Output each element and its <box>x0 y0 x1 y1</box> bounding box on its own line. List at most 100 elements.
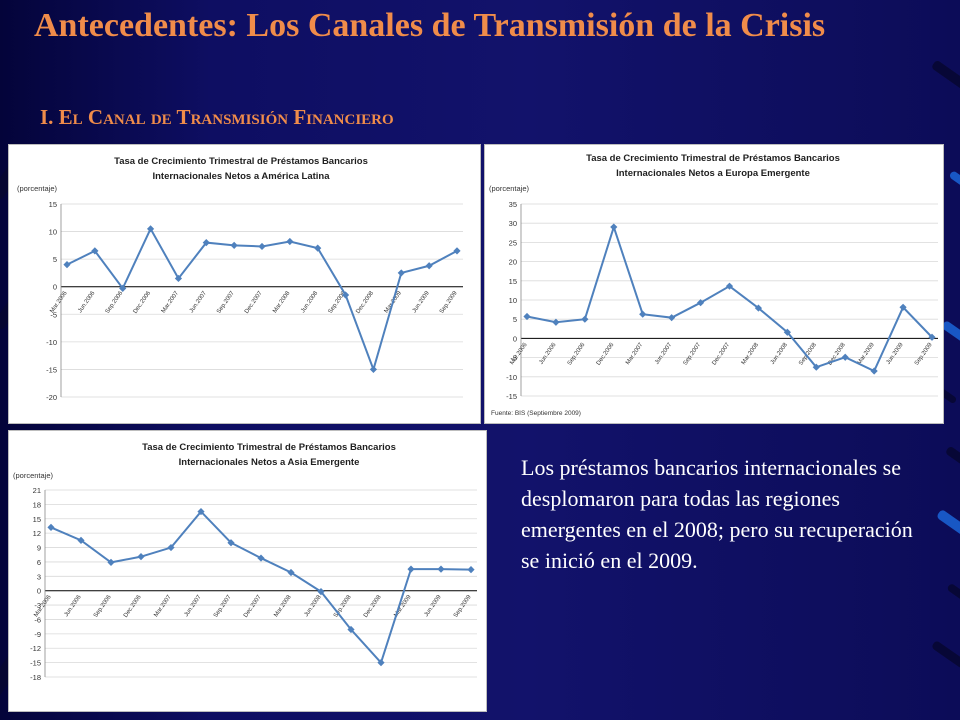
x-tick-label: Jun.2006 <box>538 342 557 366</box>
x-tick-label: Mar.2008 <box>273 594 293 618</box>
body-text: Los préstamos bancarios internacionales … <box>521 455 913 573</box>
x-tick-label: Mar.2007 <box>153 594 173 618</box>
y-tick-label: 15 <box>33 515 41 524</box>
x-tick-label: Dec.2008 <box>363 594 383 619</box>
y-tick-label: 20 <box>509 258 517 267</box>
data-point <box>227 539 235 547</box>
x-tick-label: Sep.2007 <box>683 342 703 367</box>
chart-panel-america-latina: Tasa de Crecimiento Trimestral de Présta… <box>8 144 481 424</box>
data-point <box>610 223 618 231</box>
chart-europa-emergente: Tasa de Crecimiento Trimestral de Présta… <box>489 153 938 417</box>
data-point <box>137 553 145 561</box>
y-tick-label: -9 <box>34 630 41 639</box>
y-tick-label: 15 <box>49 200 57 209</box>
x-tick-label: Jun.2009 <box>412 290 431 314</box>
y-tick-label: -15 <box>30 659 41 668</box>
chart-asia-emergente: Tasa de Crecimiento Trimestral de Présta… <box>13 442 477 682</box>
y-tick-label: 5 <box>53 255 57 264</box>
x-tick-label: Dec.2006 <box>123 594 143 619</box>
data-point <box>258 242 266 251</box>
x-tick-label: Jun.2006 <box>77 290 96 314</box>
y-tick-label: 21 <box>33 486 41 495</box>
data-point <box>167 543 175 552</box>
data-point <box>369 365 378 374</box>
y-tick-label: -10 <box>46 338 57 347</box>
x-tick-label: Jun.2007 <box>184 594 203 618</box>
y-tick-label: -6 <box>34 615 41 624</box>
chart-title-line: Tasa de Crecimiento Trimestral de Présta… <box>142 442 396 453</box>
data-point <box>257 554 265 562</box>
data-point <box>314 244 322 252</box>
x-tick-label: Mar.2006 <box>49 290 69 314</box>
data-point <box>812 363 820 371</box>
y-tick-label: 0 <box>37 587 41 596</box>
y-axis-label: (porcentaje) <box>17 184 58 193</box>
x-tick-label: Jun.2009 <box>424 594 443 618</box>
data-point <box>91 247 99 255</box>
data-point <box>841 353 849 361</box>
x-tick-label: Sep.2009 <box>453 594 473 619</box>
x-tick-label: Sep.2006 <box>567 342 587 367</box>
x-tick-label: Sep.2008 <box>333 594 353 619</box>
y-tick-label: 10 <box>49 228 57 237</box>
chart-title-line: Tasa de Crecimiento Trimestral de Présta… <box>586 153 840 164</box>
y-tick-label: 0 <box>53 283 57 292</box>
x-tick-label: Jun.2008 <box>300 290 319 314</box>
data-point <box>397 269 405 277</box>
x-tick-label: Dec.2006 <box>133 290 153 315</box>
y-tick-label: 0 <box>513 334 517 343</box>
data-point <box>639 310 647 318</box>
data-point <box>668 314 676 322</box>
y-tick-label: -5 <box>50 310 57 319</box>
x-tick-label: Dec.2007 <box>711 342 731 367</box>
x-tick-label: Sep.2006 <box>93 594 113 619</box>
x-tick-label: Mar.2007 <box>625 342 645 366</box>
x-tick-label: Dec.2008 <box>355 290 375 315</box>
y-tick-label: 30 <box>509 219 517 228</box>
x-tick-label: Sep.2007 <box>213 594 233 619</box>
x-tick-label: Mar.2008 <box>741 342 761 366</box>
data-point <box>453 247 461 255</box>
y-tick-label: 25 <box>509 238 517 247</box>
x-tick-label: Dec.2007 <box>244 290 264 315</box>
series-line <box>50 510 472 665</box>
data-point <box>870 367 878 375</box>
slide-subtitle: I. El Canal de Transmisión Financiero <box>40 105 394 129</box>
x-tick-label: Jun.2009 <box>886 342 905 366</box>
x-tick-label: Jun.2008 <box>304 594 323 618</box>
y-axis-label: (porcentaje) <box>13 471 54 480</box>
chart-title-line: Tasa de Crecimiento Trimestral de Présta… <box>114 156 368 167</box>
data-point <box>286 237 294 246</box>
data-point <box>899 303 907 311</box>
x-tick-label: Jun.2006 <box>64 594 83 618</box>
y-axis-label: (porcentaje) <box>489 184 530 193</box>
x-tick-label: Sep.2007 <box>216 290 236 315</box>
y-tick-label: 35 <box>509 200 517 209</box>
chart-title-line: Internacionales Netos a Asia Emergente <box>179 457 360 468</box>
x-tick-label: Mar.2008 <box>272 290 292 314</box>
data-point <box>754 304 763 312</box>
data-point <box>63 261 71 269</box>
x-tick-label: Jun.2007 <box>654 342 673 366</box>
data-point <box>425 262 433 270</box>
y-tick-label: -3 <box>34 601 41 610</box>
data-point <box>287 568 295 577</box>
y-tick-label: 3 <box>37 572 41 581</box>
data-point <box>230 241 238 249</box>
x-tick-label: Sep.2008 <box>798 342 818 367</box>
data-point <box>581 315 589 323</box>
data-point <box>783 328 791 336</box>
data-point <box>467 565 475 574</box>
chart-panel-asia-emergente: Tasa de Crecimiento Trimestral de Présta… <box>8 430 487 712</box>
data-point <box>407 565 415 573</box>
y-tick-label: -20 <box>46 393 57 402</box>
y-tick-label: -10 <box>506 373 517 382</box>
y-tick-label: 5 <box>513 315 517 324</box>
x-tick-label: Dec.2006 <box>596 342 616 367</box>
data-point <box>174 274 183 283</box>
data-point <box>47 523 55 531</box>
y-tick-label: 12 <box>33 529 41 538</box>
x-tick-label: Mar.2007 <box>161 290 181 314</box>
y-tick-label: 18 <box>33 500 41 509</box>
x-tick-label: Jun.2007 <box>189 290 208 314</box>
